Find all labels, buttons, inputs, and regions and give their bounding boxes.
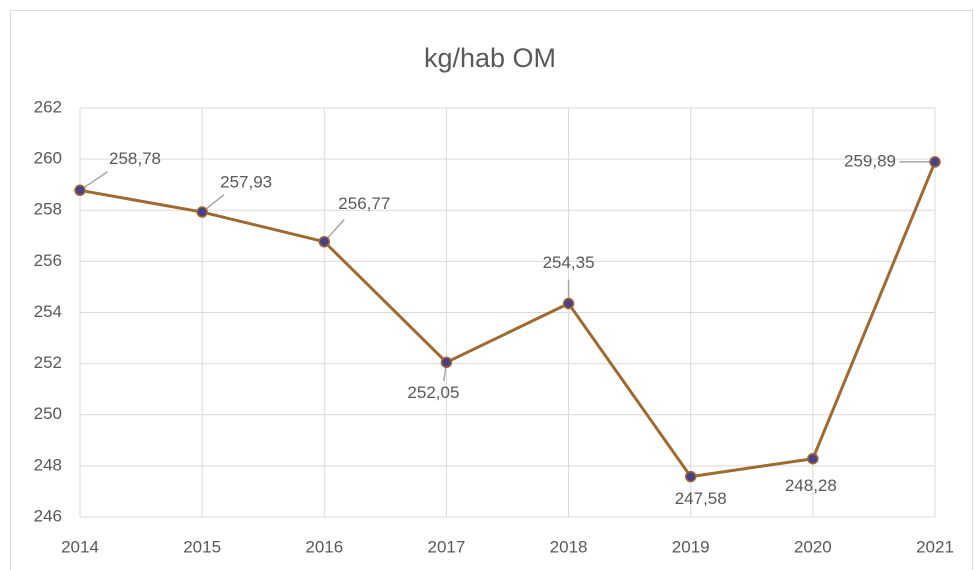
x-tick-label: 2019 (672, 537, 710, 556)
y-tick-label: 246 (34, 506, 62, 525)
x-tick-label: 2015 (183, 537, 221, 556)
chart-frame (10, 10, 973, 570)
data-label: 257,93 (220, 173, 272, 192)
y-tick-label: 248 (34, 455, 62, 474)
data-label: 258,78 (109, 149, 161, 168)
y-tick-label: 256 (34, 251, 62, 270)
marker (562, 297, 575, 310)
x-tick-label: 2021 (916, 537, 954, 556)
data-label: 256,77 (338, 194, 390, 213)
marker (929, 156, 941, 168)
marker (807, 452, 819, 465)
data-label: 259,89 (844, 151, 896, 170)
y-tick-label: 258 (34, 200, 62, 219)
y-tick-label: 252 (34, 353, 62, 372)
line (79, 161, 937, 479)
marker (684, 470, 697, 483)
marker (196, 206, 208, 218)
x-tick-label: 2016 (305, 537, 343, 556)
data-label: 252,05 (407, 383, 459, 402)
chart-title: kg/hab OM (424, 43, 556, 73)
x-tick-label: 2017 (428, 537, 466, 556)
x-tick-label: 2014 (61, 537, 99, 556)
x-tick-label: 2020 (794, 537, 832, 556)
y-tick-label: 250 (34, 404, 62, 423)
y-tick-label: 260 (34, 149, 62, 168)
data-label: 247,58 (675, 489, 727, 508)
marker (74, 184, 86, 197)
x-tick-label: 2018 (550, 537, 588, 556)
marker (440, 356, 453, 369)
data-label: 254,35 (543, 253, 595, 272)
marker (318, 235, 331, 248)
y-tick-label: 262 (34, 97, 62, 116)
y-tick-label: 254 (34, 302, 62, 321)
data-label: 248,28 (785, 476, 837, 495)
